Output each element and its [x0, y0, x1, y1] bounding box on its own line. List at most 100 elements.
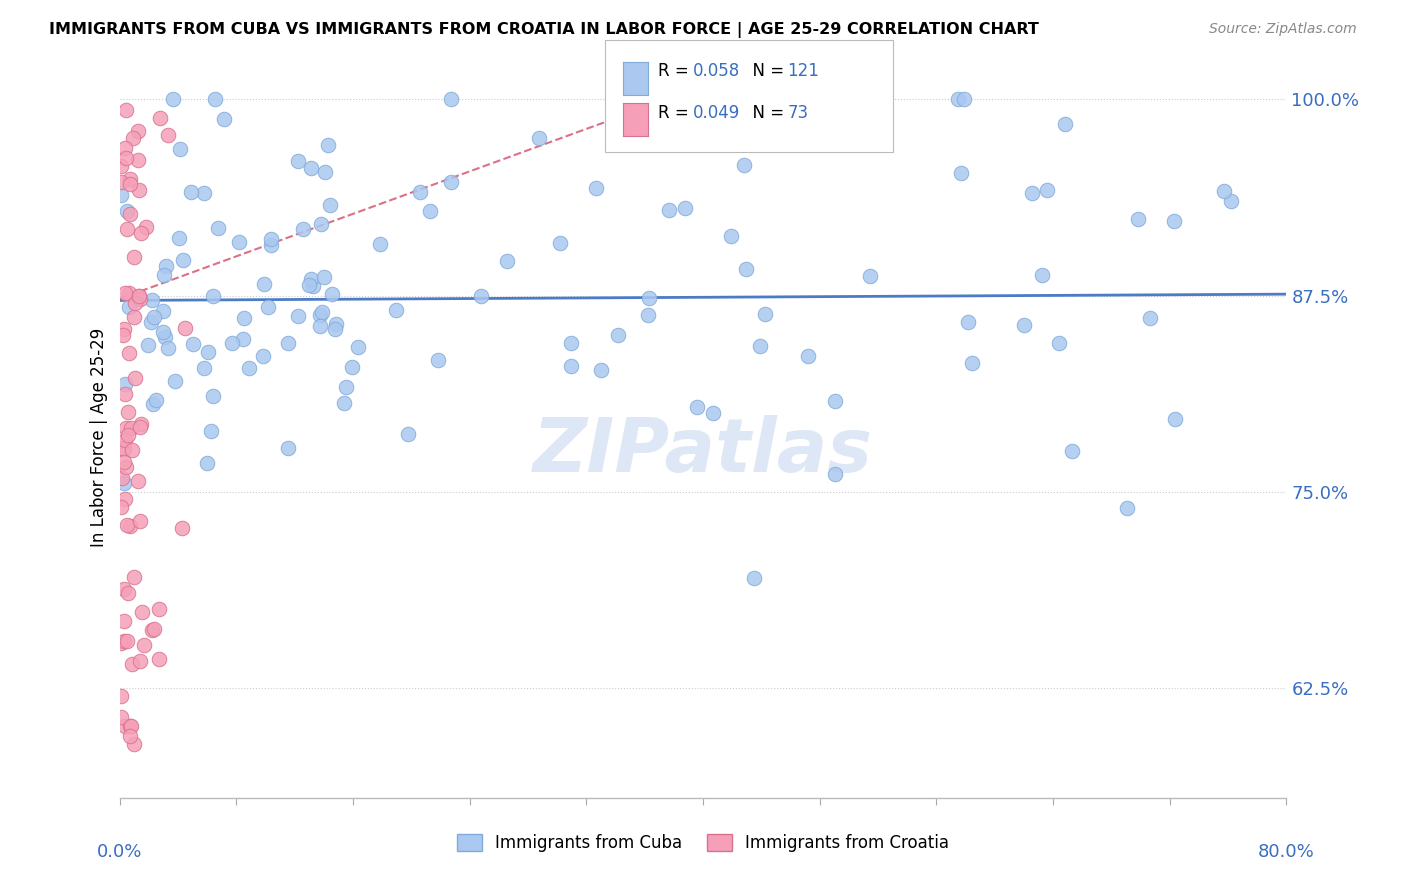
Point [323, 321, 346, 335]
Point [124, 371, 146, 385]
Point [233, 310, 256, 325]
Point [143, 622, 166, 636]
Point [232, 332, 254, 346]
Point [277, 335, 299, 350]
Text: 0.058: 0.058 [693, 62, 741, 80]
Point [299, 272, 322, 286]
Point [1047, 336, 1070, 351]
Point [118, 286, 141, 301]
Point [204, 92, 226, 106]
Point [127, 474, 149, 488]
Point [193, 361, 215, 376]
Text: IMMIGRANTS FROM CUBA VS IMMIGRANTS FROM CROATIA IN LABOR FORCE | AGE 25-29 CORRE: IMMIGRANTS FROM CUBA VS IMMIGRANTS FROM … [49, 22, 1039, 38]
Text: 80.0%: 80.0% [1258, 843, 1315, 861]
Point [228, 235, 250, 249]
Point [127, 153, 149, 168]
Y-axis label: In Labor Force | Age 25-29: In Labor Force | Age 25-29 [90, 327, 108, 547]
Point [316, 137, 339, 152]
Point [110, 635, 132, 649]
Point [129, 514, 152, 528]
Point [120, 171, 142, 186]
Point [141, 293, 163, 308]
Point [1139, 311, 1161, 326]
Point [949, 166, 972, 180]
Text: N =: N = [742, 104, 790, 122]
Point [115, 152, 138, 166]
Point [309, 308, 332, 322]
Point [319, 197, 342, 211]
Point [114, 719, 136, 733]
Point [170, 521, 193, 535]
Point [112, 442, 135, 456]
Point [1163, 411, 1185, 425]
Point [1219, 194, 1241, 208]
Text: 0.049: 0.049 [693, 104, 741, 122]
Point [309, 319, 332, 334]
Point [136, 338, 159, 352]
Point [142, 397, 165, 411]
Point [115, 103, 138, 118]
Point [118, 729, 141, 743]
Point [122, 131, 145, 145]
Point [735, 261, 758, 276]
Point [221, 335, 243, 350]
Point [114, 141, 136, 155]
Point [496, 253, 519, 268]
Point [162, 92, 184, 106]
Point [121, 443, 143, 458]
Point [153, 268, 176, 282]
Point [114, 460, 136, 475]
Text: R =: R = [658, 104, 695, 122]
Point [201, 289, 224, 303]
Point [142, 310, 165, 324]
Point [129, 417, 152, 431]
Point [117, 346, 139, 360]
Point [440, 175, 463, 189]
Point [298, 277, 321, 292]
Text: 73: 73 [787, 104, 808, 122]
Point [181, 336, 204, 351]
Point [560, 335, 582, 350]
Point [112, 582, 135, 597]
Point [742, 571, 765, 585]
Point [311, 217, 333, 231]
Point [155, 330, 177, 344]
Point [169, 142, 191, 156]
Point [117, 300, 139, 314]
Point [287, 153, 309, 168]
Point [527, 131, 550, 145]
Point [115, 222, 138, 236]
Text: 0.0%: 0.0% [97, 843, 142, 861]
Point [591, 363, 613, 377]
Point [128, 288, 150, 302]
Point [560, 359, 582, 373]
Point [260, 237, 283, 252]
Point [368, 236, 391, 251]
Point [172, 252, 194, 267]
Point [110, 690, 132, 704]
Point [129, 654, 152, 668]
Point [946, 92, 969, 106]
Point [607, 328, 630, 343]
Point [156, 128, 179, 142]
Point [193, 186, 215, 200]
Point [419, 203, 441, 218]
Point [112, 328, 135, 343]
Point [114, 377, 136, 392]
Point [1031, 268, 1053, 282]
Point [110, 500, 132, 514]
Point [173, 321, 195, 335]
Point [111, 471, 134, 485]
Point [325, 318, 347, 332]
Point [115, 203, 138, 218]
Point [114, 433, 136, 447]
Point [139, 316, 162, 330]
Text: R =: R = [658, 62, 695, 80]
Point [291, 222, 314, 236]
Point [112, 475, 135, 490]
Point [658, 202, 681, 217]
Point [131, 605, 153, 619]
Point [197, 345, 219, 359]
Point [409, 185, 432, 199]
Point [733, 158, 755, 172]
